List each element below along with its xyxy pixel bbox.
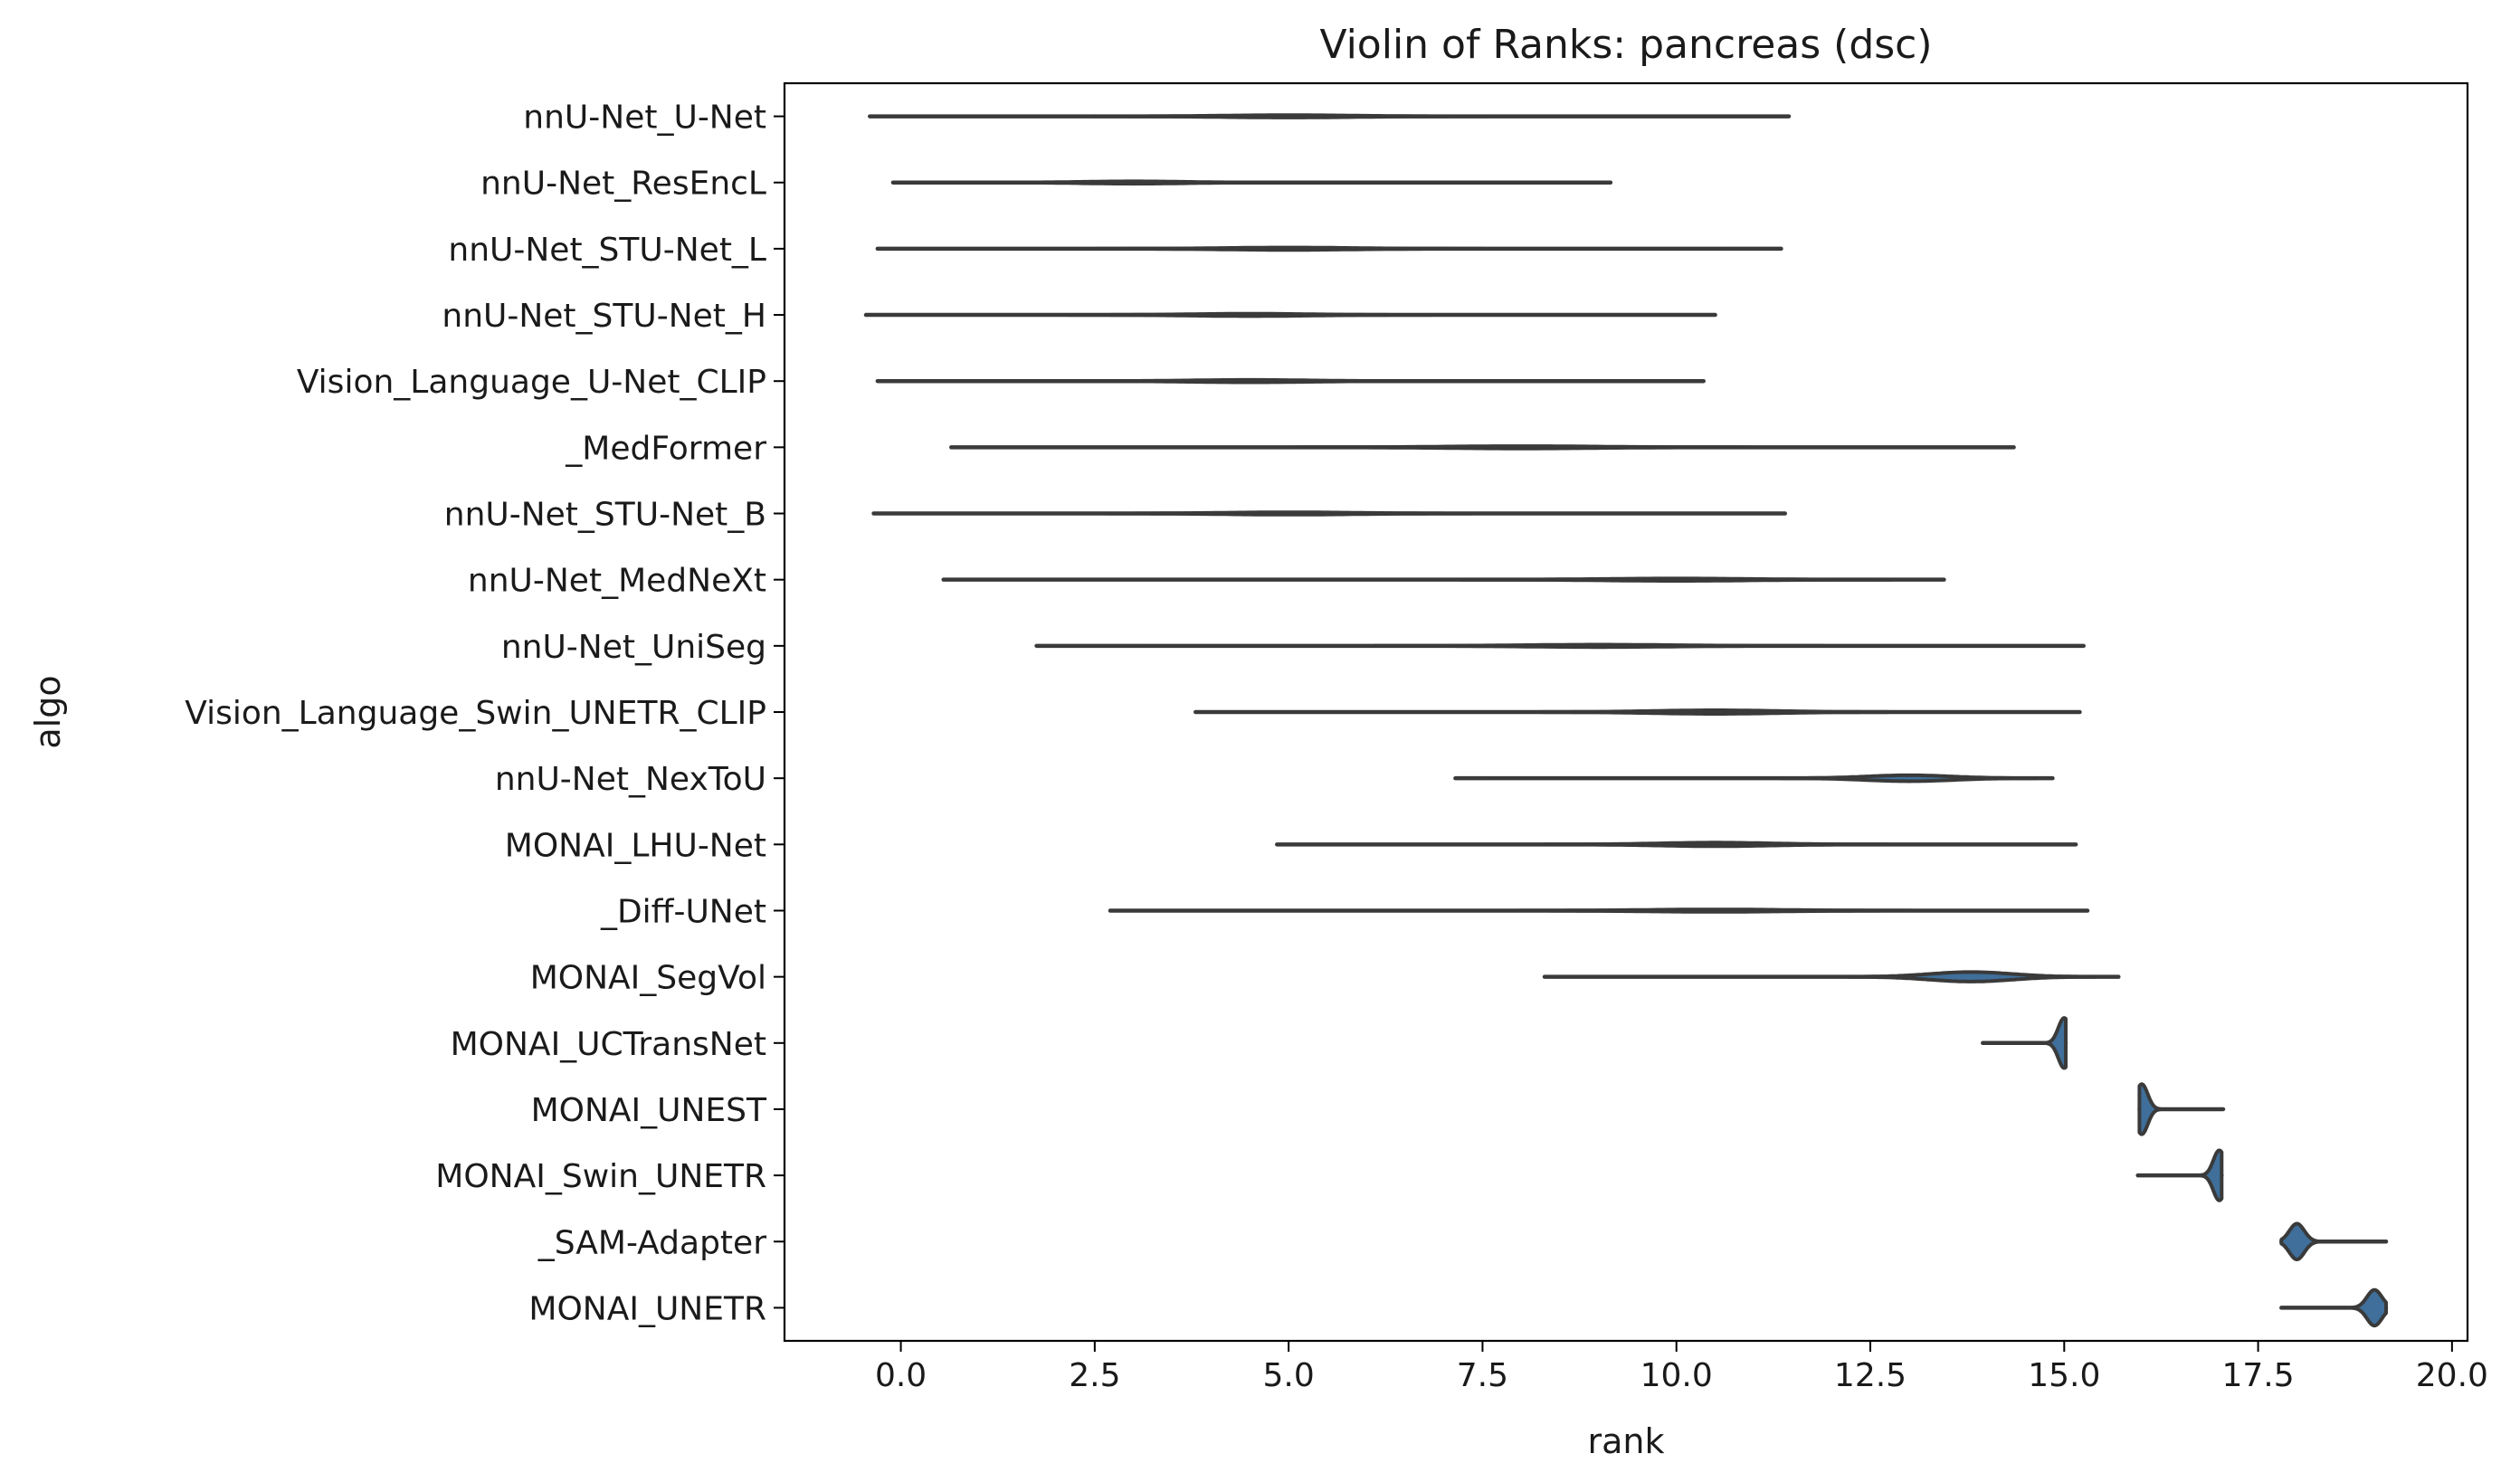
violin xyxy=(941,576,1946,583)
violin xyxy=(2137,1082,2226,1136)
x-tick-label: 5.0 xyxy=(1263,1357,1315,1394)
violin xyxy=(875,377,1706,385)
y-tick-label: _SAM-Adapter xyxy=(537,1224,766,1261)
violin-body xyxy=(2137,1082,2162,1136)
violin xyxy=(1981,1016,2068,1070)
violin-body xyxy=(977,179,1289,186)
violin-body xyxy=(1093,245,1485,252)
y-tick-label: Vision_Language_U-Net_CLIP xyxy=(297,364,766,401)
violin xyxy=(1453,773,2055,784)
y-tick-label: nnU-Net_STU-Net_H xyxy=(442,298,766,335)
y-tick-label: nnU-Net_STU-Net_B xyxy=(444,497,766,534)
y-tick-label: Vision_Language_Swin_UNETR_CLIP xyxy=(185,695,766,732)
y-tick-label: nnU-Net_ResEncL xyxy=(480,166,766,203)
violin xyxy=(1034,642,2086,650)
x-tick-label: 17.5 xyxy=(2221,1357,2294,1394)
violin-body xyxy=(2044,1016,2068,1070)
y-tick-label: MONAI_UNEST xyxy=(531,1092,767,1129)
violin xyxy=(1108,907,2090,914)
violin-body xyxy=(1524,708,1907,716)
y-tick-label: nnU-Net_STU-Net_L xyxy=(448,232,766,269)
violin-body xyxy=(1066,311,1434,318)
violin-body xyxy=(1504,907,1926,914)
y-tick-label: nnU-Net_UniSeg xyxy=(501,629,766,666)
y-tick-label: nnU-Net_U-Net xyxy=(523,100,766,137)
y-tick-label: MONAI_Swin_UNETR xyxy=(435,1158,766,1195)
violin xyxy=(890,179,1613,186)
violin-body xyxy=(1070,377,1429,385)
violin xyxy=(1193,708,2082,716)
x-tick-label: 2.5 xyxy=(1069,1357,1120,1394)
x-tick-label: 15.0 xyxy=(2028,1357,2100,1394)
y-axis: nnU-Net_U-Net nnU-Net_ResEncL nnU-Net_STU-… xyxy=(185,100,785,1327)
violin-body xyxy=(1460,576,1893,583)
y-axis-label: algo xyxy=(28,675,68,748)
y-tick-label: MONAI_SegVol xyxy=(530,960,766,997)
x-tick-label: 7.5 xyxy=(1457,1357,1508,1394)
violin-body xyxy=(1846,970,2097,983)
violin xyxy=(2135,1148,2224,1202)
y-tick-label: nnU-Net_MedNeXt xyxy=(468,563,766,600)
violin xyxy=(2279,1287,2389,1328)
chart-title: Violin of Ranks: pancreas (dsc) xyxy=(1319,22,1932,68)
violin-body xyxy=(2199,1148,2224,1202)
violin-body xyxy=(1291,444,1751,451)
y-tick-label: _Diff-UNet xyxy=(600,893,766,930)
violin-body xyxy=(2350,1287,2388,1328)
violin xyxy=(875,245,1783,252)
x-axis: 0.0 2.5 5.0 7.5 10.0 12.5 15.0 17.5 20.0 xyxy=(875,1341,2488,1394)
violin-body xyxy=(1779,773,2040,784)
violin xyxy=(871,510,1787,517)
x-tick-label: 10.0 xyxy=(1640,1357,1713,1394)
x-axis-label: rank xyxy=(1588,1421,1665,1461)
violin-body xyxy=(1089,113,1488,119)
x-tick-label: 12.5 xyxy=(1834,1357,1907,1394)
violin-body xyxy=(2279,1221,2322,1261)
violin-body xyxy=(1091,510,1486,517)
y-tick-label: nnU-Net_NexToU xyxy=(495,761,766,798)
violin-body xyxy=(1542,841,1888,849)
y-tick-label: MONAI_UCTransNet xyxy=(451,1026,766,1063)
y-tick-label: MONAI_UNETR xyxy=(528,1290,766,1327)
violin xyxy=(868,113,1792,119)
violins-group xyxy=(863,113,2389,1328)
violin xyxy=(863,311,1717,318)
violin xyxy=(1275,841,2078,849)
x-tick-label: 0.0 xyxy=(875,1357,927,1394)
y-tick-label: _MedFormer xyxy=(565,430,766,467)
violin xyxy=(949,444,2016,451)
violin xyxy=(1542,970,2121,983)
x-tick-label: 20.0 xyxy=(2416,1357,2488,1394)
y-tick-label: MONAI_LHU-Net xyxy=(505,827,766,864)
violin-body xyxy=(1373,642,1825,650)
violin xyxy=(2279,1221,2389,1261)
